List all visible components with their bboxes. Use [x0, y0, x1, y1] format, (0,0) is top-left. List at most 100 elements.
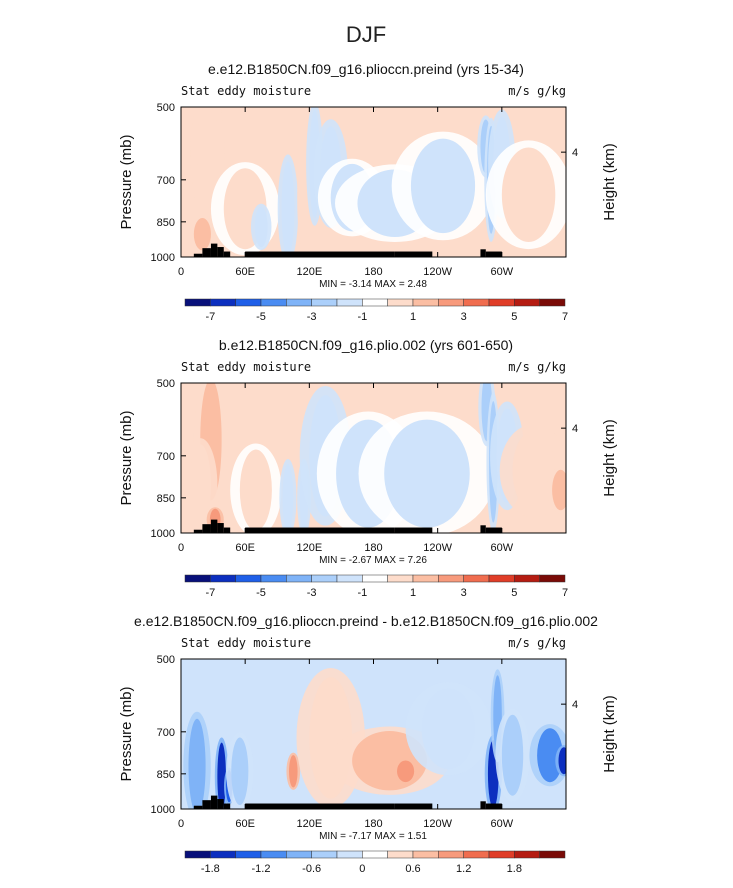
chart-panel-2: b.e12.B1850CN.f09_g16.plio.002 (yrs 601-…: [118, 337, 618, 599]
colorbar-swatch: [286, 298, 312, 307]
y-tick-label: 500: [157, 654, 175, 666]
colorbar-label: 1.8: [507, 863, 522, 875]
chart-panel-3: e.e12.B1850CN.f09_g16.plioccn.preind - b…: [118, 613, 618, 875]
colorbar-label: -7: [205, 311, 215, 323]
contour-core: [289, 755, 298, 788]
x-tick-label: 180: [364, 818, 382, 830]
panel-left-label: Stat eddy moisture: [181, 84, 311, 98]
right-tick-label: 4: [572, 699, 578, 711]
contour-core: [410, 138, 476, 234]
topography-block: [480, 249, 486, 257]
chart-panel-1: e.e12.B1850CN.f09_g16.plioccn.preind (yr…: [118, 61, 618, 323]
colorbar-swatch: [438, 298, 464, 307]
contour-core: [501, 714, 524, 796]
x-tick-label: 0: [178, 266, 184, 278]
colorbar-swatch: [286, 574, 312, 583]
contour-core: [197, 107, 219, 215]
field-features: [188, 107, 566, 257]
colorbar-label: -3: [307, 311, 317, 323]
panel-left-label: Stat eddy moisture: [181, 360, 311, 374]
colorbar-swatch: [311, 850, 338, 859]
colorbar-swatch: [488, 850, 515, 859]
topography-block: [202, 800, 211, 809]
y-tick-label: 500: [157, 378, 175, 390]
topography-block: [193, 253, 203, 257]
x-tick-label: 120E: [296, 266, 322, 278]
colorbar-label: 7: [562, 311, 568, 323]
contour-core: [552, 469, 566, 511]
colorbar-label: -1.2: [252, 863, 271, 875]
x-tick-label: 60W: [491, 818, 514, 830]
x-tick-label: 180: [364, 542, 382, 554]
right-tick-label: 4: [572, 423, 578, 435]
x-tick-label: 0: [178, 818, 184, 830]
field-features: [183, 383, 566, 533]
colorbar-swatch: [235, 298, 262, 307]
y-axis-label-right: Height (km): [601, 143, 618, 221]
contour-core: [231, 737, 249, 806]
colorbar-swatch: [260, 850, 287, 859]
topography-block: [210, 519, 218, 533]
colorbar-swatch: [488, 298, 515, 307]
colorbar-swatch: [514, 298, 540, 307]
contour-core: [239, 449, 272, 531]
x-tick-label: 120E: [296, 542, 322, 554]
panel-title: e.e12.B1850CN.f09_g16.plioccn.preind - b…: [134, 613, 598, 629]
contour-core: [217, 742, 226, 809]
x-tick-label: 60E: [235, 266, 255, 278]
topography-block: [193, 529, 203, 533]
topography-block: [210, 795, 218, 809]
y-axis-label-right: Height (km): [601, 695, 618, 773]
contour-core: [282, 464, 294, 532]
x-tick-label: 60E: [235, 542, 255, 554]
colorbar-swatch: [336, 850, 363, 859]
topography-block: [210, 243, 218, 257]
x-tick-label: 180: [364, 266, 382, 278]
right-tick-label: 4: [572, 147, 578, 159]
x-tick-label: 120W: [423, 542, 452, 554]
contour-core: [558, 747, 566, 775]
colorbar-swatch: [463, 574, 490, 583]
contour-core: [193, 217, 211, 251]
colorbar-swatch: [210, 574, 236, 583]
colorbar-swatch: [438, 574, 464, 583]
contour-core: [384, 419, 470, 528]
topography-block: [485, 251, 502, 257]
colorbar-swatch: [438, 850, 464, 859]
min-max-text: MIN = -3.14 MAX = 2.48: [319, 279, 427, 290]
topography-block: [245, 527, 395, 533]
colorbar-label: 5: [511, 587, 517, 599]
colorbar-label: 5: [511, 311, 517, 323]
colorbar-swatch: [387, 850, 414, 859]
topography-block: [245, 251, 395, 257]
panel-title: b.e12.B1850CN.f09_g16.plio.002 (yrs 601-…: [219, 337, 513, 353]
colorbar-swatch: [184, 298, 211, 307]
contour-core: [501, 147, 556, 242]
topography-block: [480, 801, 486, 809]
colorbar-label: 1: [410, 311, 416, 323]
colorbar-label: 0: [359, 863, 365, 875]
colorbar-swatch: [210, 850, 236, 859]
colorbar-label: 1.2: [456, 863, 471, 875]
x-tick-label: 120W: [423, 266, 452, 278]
topography-block: [245, 803, 395, 809]
y-tick-label: 500: [157, 102, 175, 114]
topography-block: [223, 803, 231, 809]
x-tick-label: 0: [178, 542, 184, 554]
colorbar-swatch: [184, 850, 211, 859]
colorbar-label: -0.6: [302, 863, 321, 875]
y-tick-label: 1000: [151, 252, 175, 264]
y-tick-label: 700: [157, 451, 175, 463]
colorbar-swatch: [235, 850, 262, 859]
topography-block: [223, 527, 231, 533]
topography-block: [223, 251, 231, 257]
colorbar-swatch: [412, 298, 439, 307]
x-tick-label: 120E: [296, 818, 322, 830]
y-axis-label: Pressure (mb): [118, 134, 135, 229]
contour-core: [512, 430, 556, 512]
colorbar-swatch: [488, 574, 515, 583]
topography-block: [485, 803, 502, 809]
x-tick-label: 60E: [235, 818, 255, 830]
colorbar-swatch: [311, 298, 338, 307]
colorbar-label: -5: [256, 311, 266, 323]
